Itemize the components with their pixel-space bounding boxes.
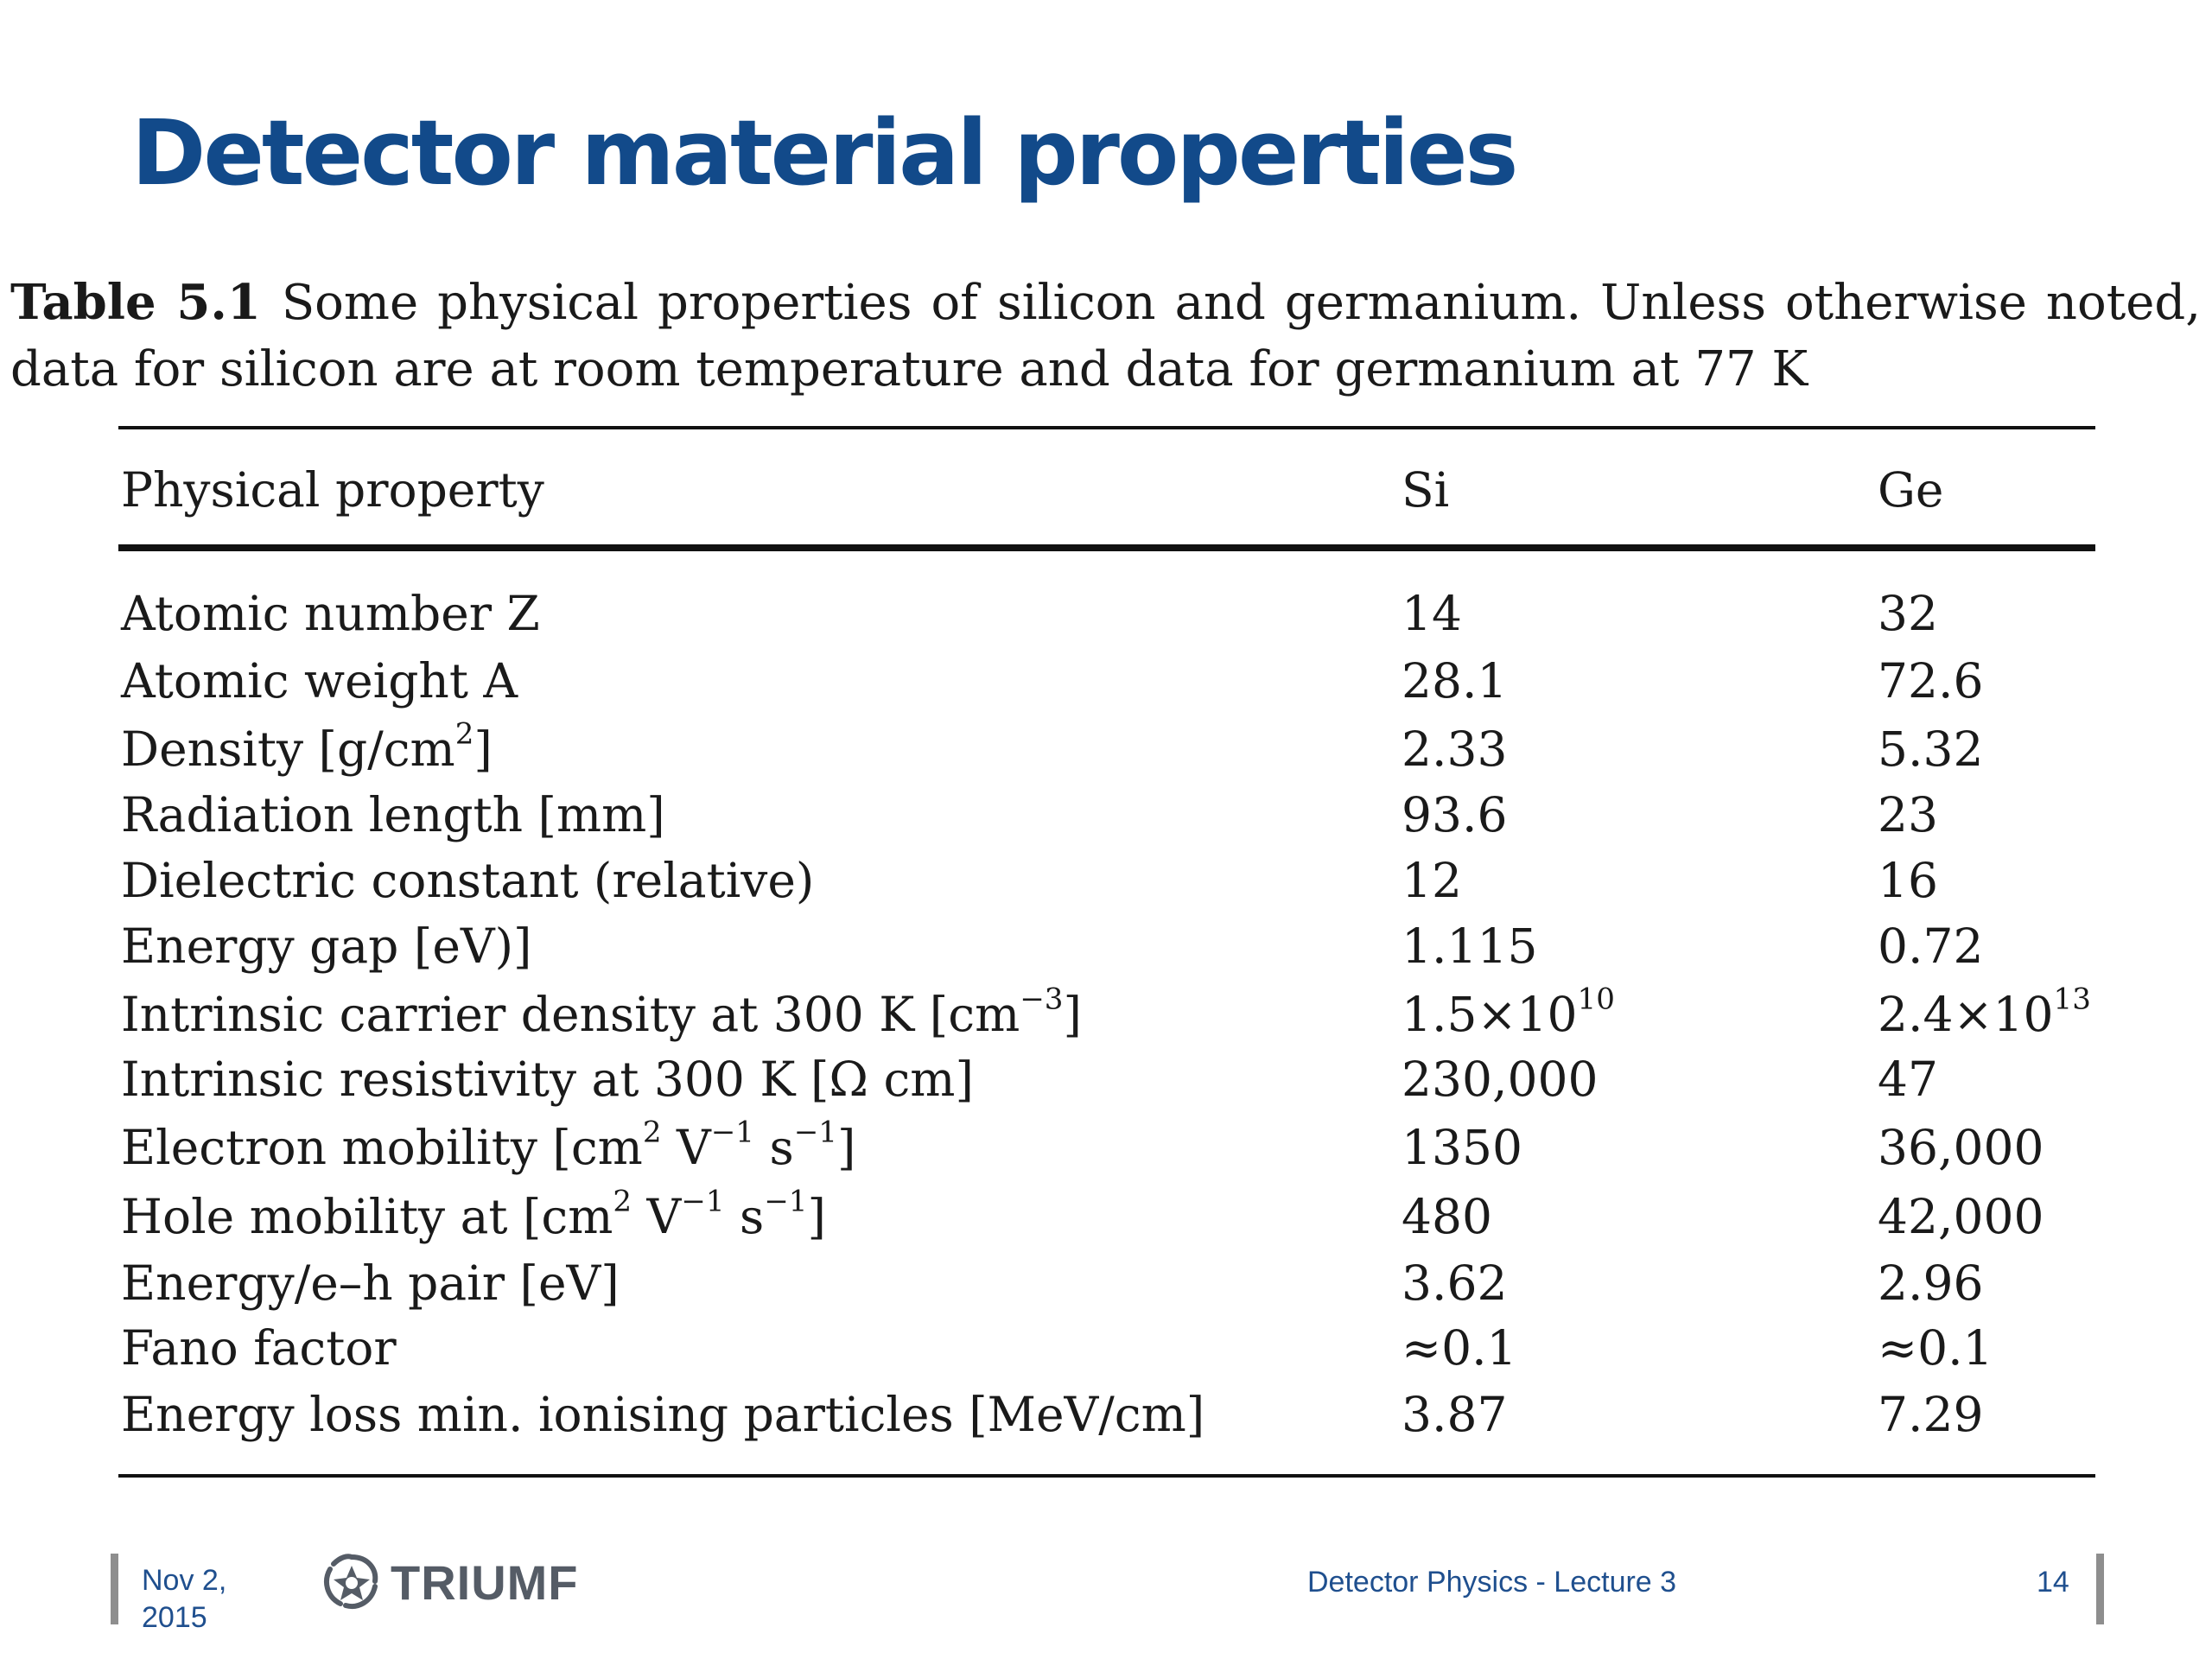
triumf-logo-text: TRIUMF xyxy=(391,1554,579,1610)
row-density-si: 2.33 xyxy=(1402,721,1508,777)
row-energy-loss-si: 3.87 xyxy=(1402,1387,1508,1442)
footer-page-number: 14 xyxy=(2037,1566,2069,1599)
slide-title: Detector material properties xyxy=(131,100,1518,206)
row-resistivity-ge: 47 xyxy=(1878,1052,1938,1107)
row-carrier-density-ge: 2.4×1013 xyxy=(1878,982,2091,1042)
header-ge: Ge xyxy=(1878,462,1944,518)
row-energy-gap-ge: 0.72 xyxy=(1878,918,1984,974)
row-energy-per-pair-property: Energy/e–h pair [eV] xyxy=(121,1255,620,1311)
footer-date: Nov 2, 2015 xyxy=(142,1564,227,1634)
table-header-rule xyxy=(118,544,2095,551)
row-atomic-weight-property: Atomic weight A xyxy=(121,653,518,709)
footer-left-bar xyxy=(111,1554,118,1624)
table-caption-text: Some physical properties of silicon and … xyxy=(10,275,2201,397)
row-electron-mobility-ge: 36,000 xyxy=(1878,1120,2044,1175)
triumf-emblem-icon xyxy=(324,1554,378,1609)
row-resistivity-property: Intrinsic resistivity at 300 K [Ω cm] xyxy=(121,1052,974,1107)
row-energy-gap-si: 1.115 xyxy=(1402,918,1538,974)
row-energy-gap-property: Energy gap [eV)] xyxy=(121,918,532,974)
row-electron-mobility-property: Electron mobility [cm2 V−1 s−1] xyxy=(121,1115,856,1175)
row-density-property: Density [g/cm2] xyxy=(121,716,493,777)
footer-lecture-title: Detector Physics - Lecture 3 xyxy=(1307,1566,1677,1599)
row-density-ge: 5.32 xyxy=(1878,721,1984,777)
row-hole-mobility-ge: 42,000 xyxy=(1878,1189,2044,1244)
row-atomic-weight-si: 28.1 xyxy=(1402,653,1508,709)
row-resistivity-si: 230,000 xyxy=(1402,1052,1599,1107)
table-bottom-rule xyxy=(118,1474,2095,1478)
row-dielectric-constant-property: Dielectric constant (relative) xyxy=(121,853,815,908)
row-fano-factor-si: ≈0.1 xyxy=(1402,1320,1517,1376)
row-hole-mobility-si: 480 xyxy=(1402,1189,1492,1244)
row-electron-mobility-si: 1350 xyxy=(1402,1120,1522,1175)
row-dielectric-constant-si: 12 xyxy=(1402,853,1462,908)
header-si: Si xyxy=(1402,462,1450,518)
row-carrier-density-property: Intrinsic carrier density at 300 K [cm−3… xyxy=(121,982,1082,1042)
row-energy-loss-ge: 7.29 xyxy=(1878,1387,1984,1442)
table-caption: Table 5.1 Some physical properties of sil… xyxy=(10,270,2201,403)
row-fano-factor-ge: ≈0.1 xyxy=(1878,1320,1993,1376)
row-carrier-density-si: 1.5×1010 xyxy=(1402,982,1615,1042)
row-energy-loss-property: Energy loss min. ionising particles [MeV… xyxy=(121,1387,1205,1442)
row-radiation-length-si: 93.6 xyxy=(1402,787,1508,842)
header-physical-property: Physical property xyxy=(121,462,544,518)
triumf-logo: TRIUMF xyxy=(316,1547,579,1618)
row-dielectric-constant-ge: 16 xyxy=(1878,853,1938,908)
row-atomic-number-property: Atomic number Z xyxy=(121,586,540,641)
row-radiation-length-property: Radiation length [mm] xyxy=(121,787,665,842)
row-fano-factor-property: Fano factor xyxy=(121,1320,397,1376)
footer-right-bar xyxy=(2096,1554,2104,1624)
row-atomic-weight-ge: 72.6 xyxy=(1878,653,1984,709)
row-radiation-length-ge: 23 xyxy=(1878,787,1938,842)
table-top-rule xyxy=(118,426,2095,429)
table-caption-label: Table 5.1 xyxy=(10,274,261,331)
row-atomic-number-si: 14 xyxy=(1402,586,1462,641)
row-energy-per-pair-si: 3.62 xyxy=(1402,1255,1508,1311)
row-hole-mobility-property: Hole mobility at [cm2 V−1 s−1] xyxy=(121,1184,826,1244)
row-energy-per-pair-ge: 2.96 xyxy=(1878,1255,1984,1311)
row-atomic-number-ge: 32 xyxy=(1878,586,1938,641)
